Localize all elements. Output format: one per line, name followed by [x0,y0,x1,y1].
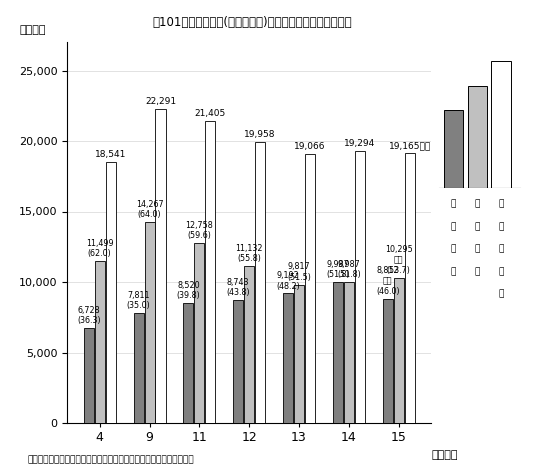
Bar [344,282,354,423]
Text: 本: 本 [498,222,504,231]
Bar [84,328,94,423]
Text: 22,291: 22,291 [145,97,176,106]
Text: 部: 部 [451,222,456,231]
Bar [206,121,216,423]
Text: 内: 内 [451,199,456,208]
Text: 19,165億円: 19,165億円 [389,141,431,150]
Text: 10,295
億円
(53.7): 10,295 億円 (53.7) [385,245,413,275]
Text: 金: 金 [451,267,456,276]
Text: 資: 資 [451,244,456,253]
Text: 8,743
(43.8): 8,743 (43.8) [226,277,250,297]
Bar [492,61,511,188]
Bar [156,109,166,423]
Text: （年度）: （年度） [431,450,458,460]
Text: 19,958: 19,958 [244,130,276,139]
Text: 部: 部 [475,222,480,231]
Bar [183,303,193,423]
Text: 11,132
(55.8): 11,132 (55.8) [235,244,263,263]
Bar [468,86,487,188]
Text: 19,066: 19,066 [294,142,326,151]
Text: 14,267
(64.0): 14,267 (64.0) [136,200,164,219]
Bar [444,110,464,188]
Bar [333,282,343,423]
Text: 11,499
(62.0): 11,499 (62.0) [86,239,114,258]
Text: 18,541: 18,541 [95,150,127,159]
Bar [144,222,155,423]
Bar [95,261,105,423]
Text: 12,758
(59.6): 12,758 (59.6) [185,221,213,240]
Bar [294,284,304,423]
Bar [283,293,293,423]
Text: 外: 外 [475,199,480,208]
Bar [233,300,243,423]
Bar [244,266,254,423]
Text: （億円）: （億円） [20,25,46,35]
Text: 6,728
(36.3): 6,728 (36.3) [77,306,101,325]
Text: 8,520
(39.8): 8,520 (39.8) [176,281,200,300]
Text: 第101図　水道事業(法適用企業)の資本的支出及びその財源: 第101図 水道事業(法適用企業)の資本的支出及びその財源 [152,16,352,30]
Bar [134,313,144,423]
Bar [255,141,265,423]
Text: 金: 金 [475,267,480,276]
Text: 的: 的 [498,244,504,253]
Text: 21,405: 21,405 [195,110,226,118]
Text: 9,987
(51.8): 9,987 (51.8) [337,260,361,279]
Text: 9,987
(51.8): 9,987 (51.8) [326,260,350,279]
Bar [382,299,393,423]
Text: 資: 資 [475,244,480,253]
Text: 9,192
(48.2): 9,192 (48.2) [276,271,300,290]
Bar [106,162,116,423]
Bar [404,153,414,423]
Bar [305,154,315,423]
Text: 19,294: 19,294 [344,139,375,148]
Bar [194,243,204,423]
Text: 9,817
(51.5): 9,817 (51.5) [287,262,311,282]
Text: 出: 出 [498,290,504,298]
Text: 7,811
(35.0): 7,811 (35.0) [127,290,151,310]
Text: 支: 支 [498,267,504,276]
Text: 資: 資 [498,199,504,208]
Bar [394,278,404,423]
Bar [354,151,365,423]
Text: 8,812
億円
(46.0): 8,812 億円 (46.0) [376,266,399,296]
Text: （注）　（　）内の数値は、資本的支出に占める財源の割合である。: （注） （ ）内の数値は、資本的支出に占める財源の割合である。 [28,455,195,464]
